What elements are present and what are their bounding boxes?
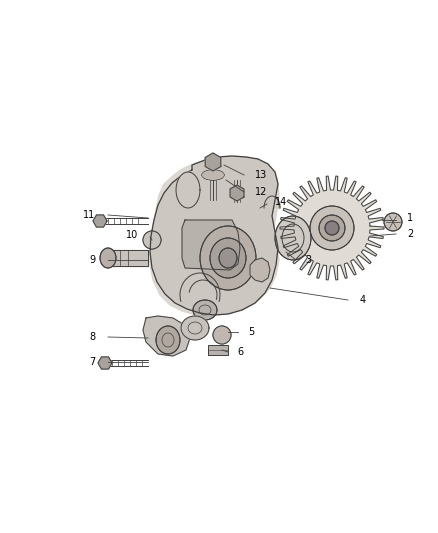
Text: 5: 5 [248,327,254,337]
Ellipse shape [156,326,180,354]
Ellipse shape [213,326,231,344]
Ellipse shape [210,238,246,278]
Text: 3: 3 [305,255,311,265]
Text: 10: 10 [126,230,138,240]
Polygon shape [176,172,200,208]
Ellipse shape [384,213,402,231]
Text: 8: 8 [89,332,95,342]
Ellipse shape [143,231,161,249]
Text: 6: 6 [237,347,243,357]
Ellipse shape [275,216,311,260]
Polygon shape [150,157,279,316]
Ellipse shape [207,156,219,168]
Ellipse shape [202,170,224,180]
Ellipse shape [193,300,217,320]
Ellipse shape [100,248,116,268]
Polygon shape [230,185,244,201]
Text: 12: 12 [255,187,267,197]
Bar [208,345,228,355]
Text: 1: 1 [407,213,413,223]
Polygon shape [143,316,190,356]
Ellipse shape [325,221,339,235]
Polygon shape [250,258,270,282]
Text: 13: 13 [255,170,267,180]
Polygon shape [264,196,280,208]
Text: 4: 4 [360,295,366,305]
Polygon shape [150,156,278,315]
Polygon shape [205,153,221,171]
Text: 2: 2 [407,229,413,239]
Ellipse shape [310,206,354,250]
Ellipse shape [219,248,237,268]
Text: 11: 11 [83,210,95,220]
Polygon shape [181,316,209,340]
Polygon shape [280,176,384,280]
Polygon shape [182,220,240,270]
Polygon shape [93,215,107,227]
Text: 7: 7 [89,357,95,367]
Polygon shape [108,250,148,266]
Ellipse shape [200,226,256,290]
Text: 9: 9 [89,255,95,265]
Text: 14: 14 [275,197,287,207]
Polygon shape [98,357,112,369]
Ellipse shape [319,215,345,241]
